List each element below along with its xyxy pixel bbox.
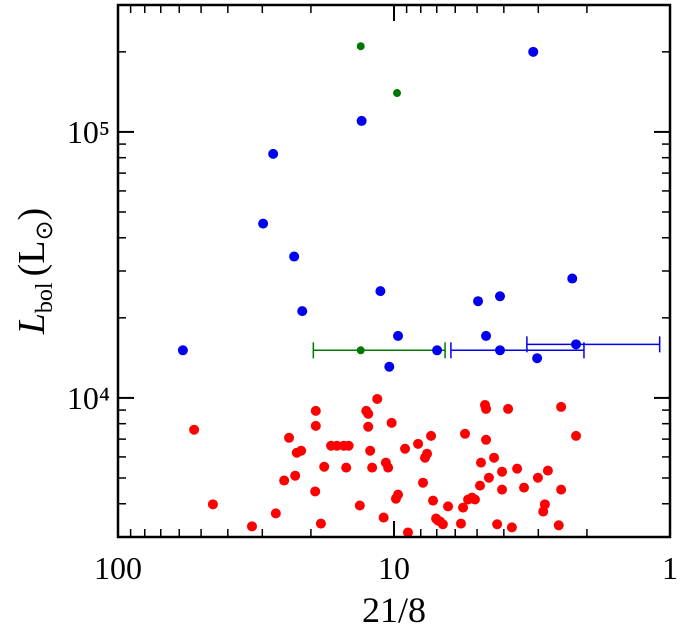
point [258, 218, 269, 229]
point [532, 353, 543, 364]
point [296, 445, 307, 456]
x-axis-label: 21/8 [362, 590, 426, 630]
point [378, 512, 389, 523]
point [402, 527, 413, 538]
point [365, 445, 376, 456]
point [497, 484, 508, 495]
point [426, 430, 437, 441]
point [503, 403, 514, 414]
point [469, 494, 480, 505]
point [363, 421, 374, 432]
y-label-part: bol [32, 282, 58, 313]
point [481, 403, 492, 414]
point [393, 489, 404, 500]
point [492, 519, 503, 530]
point [393, 89, 402, 98]
point [383, 462, 394, 473]
point [310, 486, 321, 497]
point [428, 495, 439, 506]
point [367, 462, 378, 473]
point [432, 345, 443, 356]
point [343, 440, 354, 451]
point [489, 452, 500, 463]
point [455, 518, 466, 529]
point [567, 273, 578, 284]
point [386, 417, 397, 428]
point [542, 465, 553, 476]
point [483, 472, 494, 483]
point [553, 520, 564, 531]
point [189, 424, 200, 435]
point [363, 408, 374, 419]
point [556, 401, 567, 412]
point [297, 306, 308, 317]
point [207, 499, 218, 510]
point [519, 482, 530, 493]
point [458, 502, 469, 513]
point [494, 345, 505, 356]
point [372, 393, 383, 404]
point [375, 286, 386, 297]
y-tick-label: 10⁴ [67, 380, 110, 416]
point [443, 501, 454, 512]
point [400, 443, 411, 454]
point [571, 339, 582, 350]
point [528, 46, 539, 57]
point [437, 519, 448, 530]
point [246, 521, 257, 532]
point [497, 466, 508, 477]
point [384, 361, 395, 372]
point [310, 405, 321, 416]
point [310, 420, 321, 431]
x-tick-label: 100 [94, 550, 142, 586]
y-label-part: ) [11, 208, 53, 221]
point [354, 500, 365, 511]
point [460, 428, 471, 439]
point [284, 432, 295, 443]
point [506, 522, 517, 533]
point [413, 438, 424, 449]
point [571, 430, 582, 441]
point [481, 434, 492, 445]
point [532, 472, 543, 483]
point [356, 42, 365, 51]
point [539, 499, 550, 510]
point [290, 470, 301, 481]
point [331, 440, 342, 451]
point [422, 448, 433, 459]
point [481, 330, 492, 341]
point [319, 461, 330, 472]
y-label-part: (L [11, 241, 53, 277]
point [475, 457, 486, 468]
point [474, 480, 485, 491]
point [177, 345, 188, 356]
point [473, 296, 484, 307]
point [418, 477, 429, 488]
y-tick-label: 10⁵ [67, 114, 110, 150]
point [279, 475, 290, 486]
point [356, 115, 367, 126]
point [556, 484, 567, 495]
plot-frame [116, 3, 672, 539]
point [341, 462, 352, 473]
point [512, 463, 523, 474]
point [270, 508, 281, 519]
point [494, 291, 505, 302]
point [356, 346, 365, 355]
y-label-part: ⊙ [32, 220, 58, 240]
point [315, 518, 326, 529]
point [393, 330, 404, 341]
y-axis-label: Lbol (L⊙) [11, 208, 58, 335]
x-tick-label: 1 [662, 550, 678, 586]
x-tick-label: 10 [378, 550, 410, 586]
point [268, 148, 279, 159]
y-label-part: L [11, 313, 53, 335]
point [289, 251, 300, 262]
